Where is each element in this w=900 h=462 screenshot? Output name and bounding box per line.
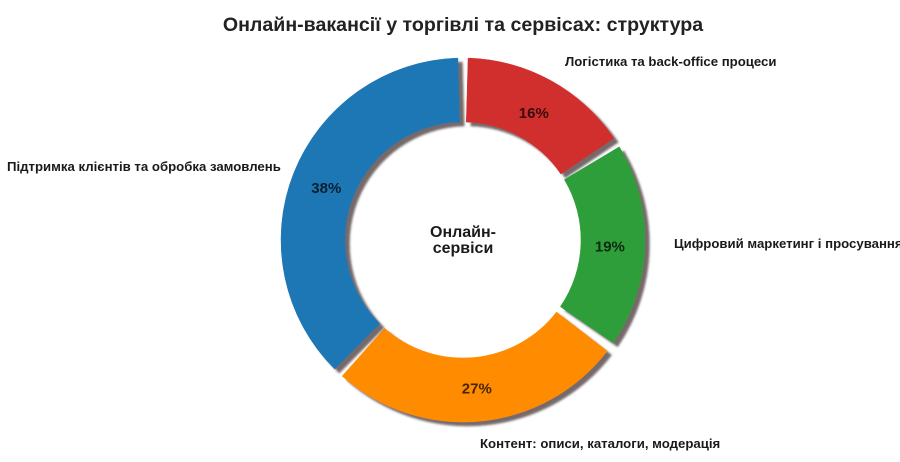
- svg-text:сервіси: сервіси: [433, 240, 494, 257]
- svg-text:Логістика та back-office проце: Логістика та back-office процеси: [565, 54, 777, 69]
- svg-text:16%: 16%: [519, 105, 549, 122]
- svg-text:Онлайн-: Онлайн-: [430, 224, 496, 241]
- svg-text:Цифровий маркетинг і просуванн: Цифровий маркетинг і просування: [674, 236, 900, 251]
- svg-text:Контент: описи, каталоги, моде: Контент: описи, каталоги, модерація: [480, 436, 720, 451]
- svg-text:19%: 19%: [595, 239, 625, 256]
- svg-text:38%: 38%: [311, 180, 341, 197]
- svg-text:27%: 27%: [462, 380, 492, 397]
- svg-text:Підтримка клієнтів та обробка: Підтримка клієнтів та обробка замовлень: [7, 159, 281, 174]
